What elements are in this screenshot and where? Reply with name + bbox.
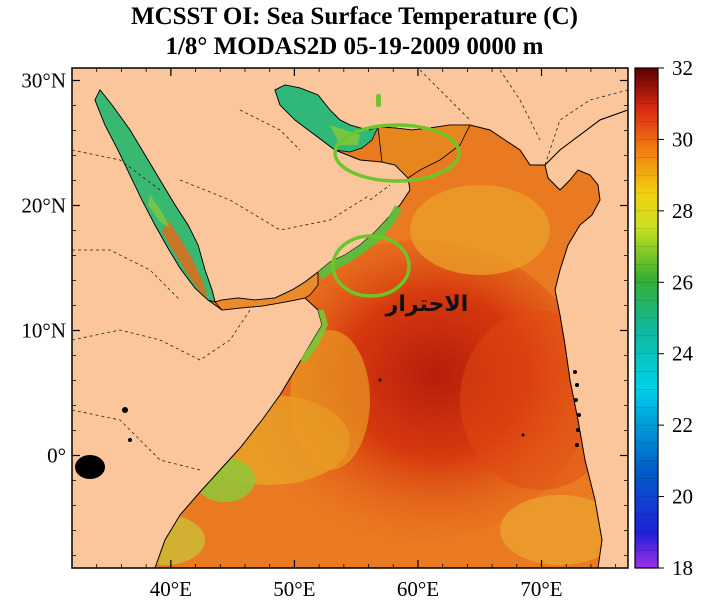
lon-tick-label: 70°E [520,577,562,601]
highlight-circle-gulf-of-oman [333,123,461,183]
colorbar-tick-label: 22 [672,413,693,437]
colorbar-tick-label: 32 [672,56,693,80]
colorbar-tick-label: 18 [672,556,693,580]
colorbar-tick-label: 26 [672,270,693,294]
coastal-upwelling-strip [318,205,402,280]
cool-patch-north [410,185,550,275]
marker-green [376,94,381,107]
country-borders [72,69,628,471]
gulf-of-aden-water [214,271,319,311]
map-title: MCSST OI: Sea Surface Temperature (C) [131,3,578,30]
map-frame [71,67,629,569]
colorbar-tick-label: 30 [672,127,693,151]
colorbar-gradient [635,68,658,568]
map-plot-area [72,68,628,568]
colorbar-labels: 32 30 28 26 24 22 20 18 [658,56,694,580]
highlight-circle-arabian-coast [331,234,411,298]
lat-tick-label: 30°N [21,69,66,93]
latitude-axis: 30°N 20°N 10°N 0° [21,69,628,556]
lon-tick-label: 60°E [397,577,439,601]
lat-tick-label: 0° [47,444,66,468]
colorbar-tick-label: 28 [672,199,693,223]
lat-tick-label: 10°N [21,319,66,343]
colorbar-bands [635,85,658,551]
lon-tick-label: 40°E [150,577,192,601]
arabic-annotation: الاحترار [385,292,469,317]
india-land [544,109,628,568]
lon-tick-label: 50°E [273,577,315,601]
lat-tick-label: 20°N [21,194,66,218]
colorbar-tick-label: 20 [672,485,693,509]
longitude-axis: 40°E 50°E 60°E 70°E [71,68,617,601]
map-subtitle: 1/8° MODAS2D 05-19-2009 0000 m [165,33,544,60]
colorbar-tick-label: 24 [672,342,694,366]
colorbar: 32 30 28 26 24 22 20 18 [634,56,694,580]
colorbar-frame [634,67,659,569]
island-markers [75,370,581,479]
